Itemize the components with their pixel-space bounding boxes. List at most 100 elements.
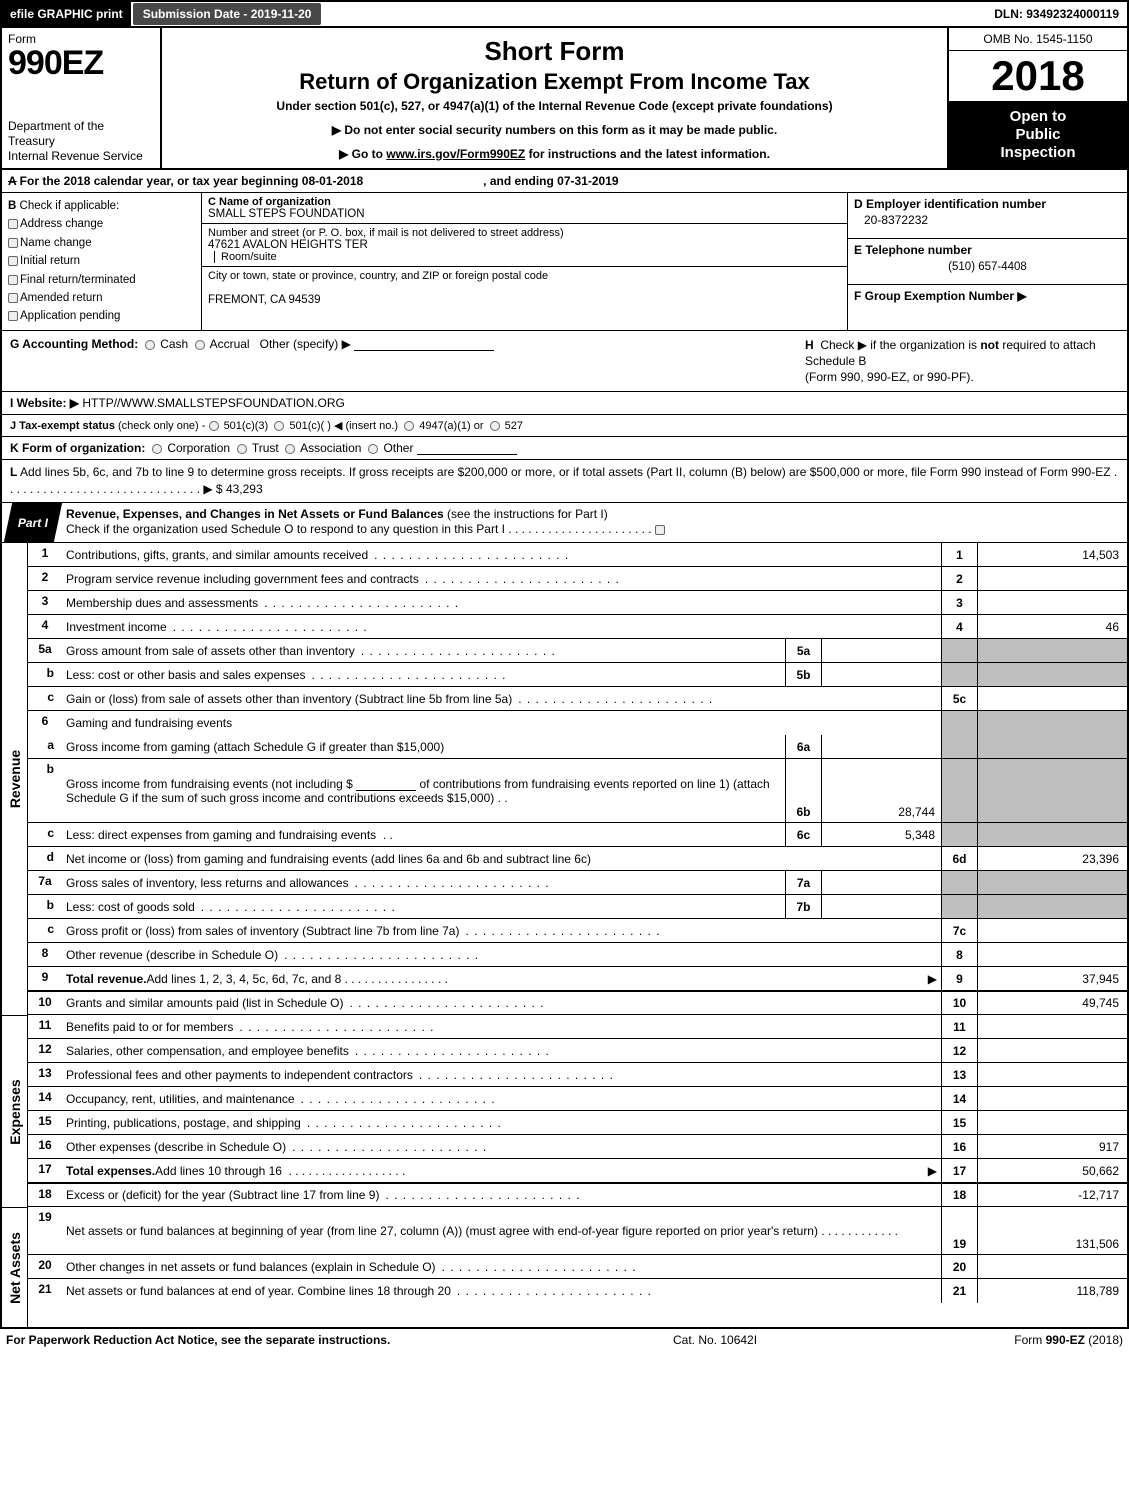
efile-label[interactable]: efile GRAPHIC print [2,2,131,26]
initial-return-checkbox[interactable] [8,256,18,266]
tax-year-row: A For the 2018 calendar year, or tax yea… [0,170,1129,193]
line-1: 1 Contributions, gifts, grants, and simi… [28,543,1127,567]
line-4-num: 4 [28,615,62,638]
line-8-desc: Other revenue (describe in Schedule O) [66,948,278,962]
part-i-check-o: Check if the organization used Schedule … [66,522,652,536]
line-5c: c Gain or (loss) from sale of assets oth… [28,687,1127,711]
line-7a: 7a Gross sales of inventory, less return… [28,871,1127,895]
corp-label: Corporation [167,441,230,455]
line-5a-num: 5a [28,639,62,662]
app-pending-checkbox[interactable] [8,311,18,321]
line-15-id: 15 [941,1111,977,1134]
dln-label: DLN: 93492324000119 [986,2,1127,26]
cash-radio[interactable] [145,340,155,350]
name-change-checkbox[interactable] [8,238,18,248]
line-12-desc: Salaries, other compensation, and employ… [66,1044,349,1058]
line-7b: b Less: cost of goods sold 7b [28,895,1127,919]
line-18-id: 18 [941,1184,977,1206]
j-label: J Tax-exempt status [10,420,115,432]
submission-date-wrap: Submission Date - 2019-11-20 [131,2,322,26]
4947-radio[interactable] [404,421,414,431]
footer-formref: Form 990-EZ (2018) [923,1333,1123,1347]
assoc-label: Association [300,441,361,455]
other-specify-input[interactable] [354,337,494,351]
schedule-o-checkbox[interactable] [655,525,665,535]
line-14-num: 14 [28,1087,62,1110]
phone-label: E Telephone number [854,243,1121,257]
addr-change-checkbox[interactable] [8,219,18,229]
row-j-taxexempt: J Tax-exempt status (check only one) - 5… [0,415,1129,437]
line-12-num: 12 [28,1039,62,1062]
line-9-id: 9 [941,967,977,990]
line-6a-mc: 6a [785,735,821,758]
lines-container: 1 Contributions, gifts, grants, and simi… [28,543,1127,1327]
row-i-website: I Website: ▶ HTTP//WWW.SMALLSTEPSFOUNDAT… [0,392,1129,415]
line-7b-shade-val [977,895,1127,918]
irs-link[interactable]: www.irs.gov/Form990EZ [386,147,525,161]
goto-line: ▶ Go to www.irs.gov/Form990EZ for instru… [170,147,939,161]
line-16-id: 16 [941,1135,977,1158]
ein-label: D Employer identification number [854,197,1121,211]
line-6b-mv: 28,744 [821,759,941,822]
501c3-label: 501(c)(3) [224,420,269,432]
line-18-num: 18 [28,1184,62,1206]
line-19: 19 Net assets or fund balances at beginn… [28,1207,1127,1255]
other-org-radio[interactable] [368,444,378,454]
line-9-arrow: ▶ [928,972,937,986]
line-11-num: 11 [28,1015,62,1038]
line-11: 11 Benefits paid to or for members 11 [28,1015,1127,1039]
line-15-desc: Printing, publications, postage, and shi… [66,1116,301,1130]
header-right: OMB No. 1545-1150 2018 Open to Public In… [947,28,1127,168]
line-17-desc2: Add lines 10 through 16 [155,1164,282,1178]
accrual-radio[interactable] [195,340,205,350]
line-12-val [977,1039,1127,1062]
line-5b-mv [821,663,941,686]
line-8-id: 8 [941,943,977,966]
omb-number: OMB No. 1545-1150 [949,28,1127,51]
line-6b-blank[interactable] [356,777,416,791]
line-7b-mc: 7b [785,895,821,918]
h-text1: Check ▶ if the organization is [820,338,980,352]
line-18-desc: Excess or (deficit) for the year (Subtra… [66,1188,379,1202]
top-bar: efile GRAPHIC print Submission Date - 20… [0,0,1129,28]
trust-radio[interactable] [237,444,247,454]
line-15: 15 Printing, publications, postage, and … [28,1111,1127,1135]
open-line-2: Public [953,126,1123,144]
line-7b-shade-id [941,895,977,918]
line-11-val [977,1015,1127,1038]
form-header: Form 990EZ Department of the Treasury In… [0,28,1129,170]
amended-return-checkbox[interactable] [8,293,18,303]
527-label: 527 [505,420,523,432]
line-5b-shade-id [941,663,977,686]
line-16-val: 917 [977,1135,1127,1158]
corp-radio[interactable] [152,444,162,454]
line-10-id: 10 [941,992,977,1014]
527-radio[interactable] [490,421,500,431]
line-15-val [977,1111,1127,1134]
501c-radio[interactable] [274,421,284,431]
501c3-radio[interactable] [209,421,219,431]
group-exemption-label: F Group Exemption Number ▶ [854,289,1121,303]
h-text3: (Form 990, 990-EZ, or 990-PF). [805,370,974,384]
page-footer: For Paperwork Reduction Act Notice, see … [0,1329,1129,1351]
line-18-val: -12,717 [977,1184,1127,1206]
city-state-zip: FREMONT, CA 94539 [208,294,841,306]
header-left: Form 990EZ Department of the Treasury In… [2,28,162,168]
line-9-desc-b: Total revenue. [66,972,146,986]
part-i-tab: Part I [4,503,62,542]
addr-label: Number and street (or P. O. box, if mail… [208,227,564,239]
submission-date-button[interactable]: Submission Date - 2019-11-20 [133,3,322,25]
line-7b-num: b [28,895,62,918]
line-10: 10 Grants and similar amounts paid (list… [28,991,1127,1015]
assoc-radio[interactable] [285,444,295,454]
line-20-desc: Other changes in net assets or fund bala… [66,1260,436,1274]
final-return-checkbox[interactable] [8,275,18,285]
line-6b: b Gross income from fundraising events (… [28,759,1127,823]
other-org-input[interactable] [417,441,517,455]
line-8: 8 Other revenue (describe in Schedule O)… [28,943,1127,967]
org-name: SMALL STEPS FOUNDATION [208,208,841,220]
line-7a-shade-val [977,871,1127,894]
line-2-num: 2 [28,567,62,590]
line-17-arrow: ▶ [928,1164,937,1178]
open-line-3: Inspection [953,144,1123,162]
